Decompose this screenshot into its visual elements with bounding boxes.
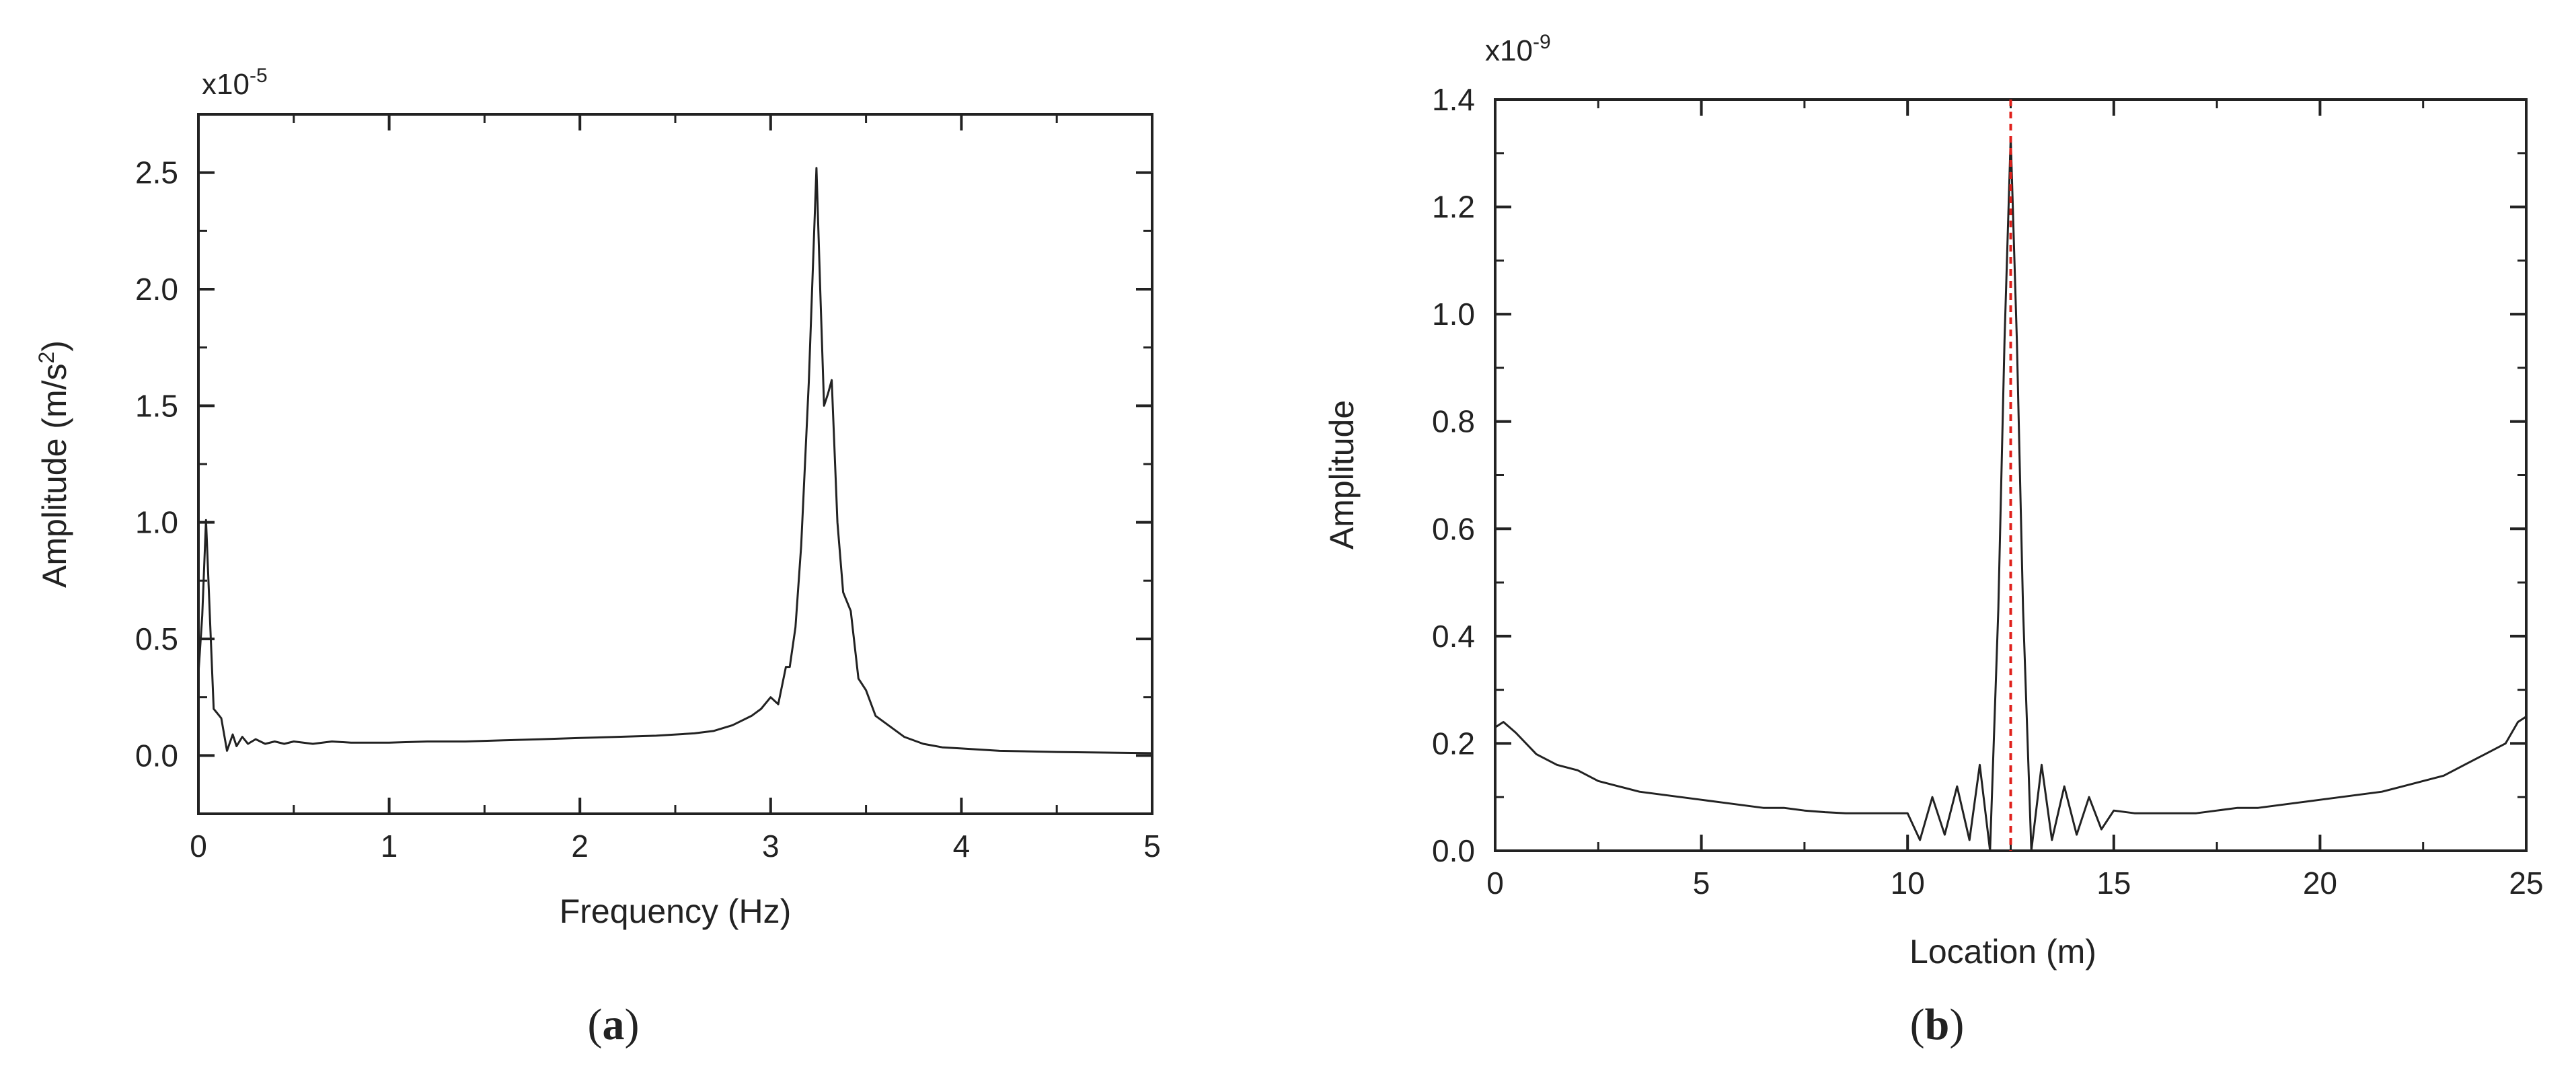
x-tick-label: 0 bbox=[1486, 866, 1504, 901]
y-tick-label: 0.0 bbox=[135, 738, 178, 773]
y-tick-label: 2.5 bbox=[135, 155, 178, 190]
exponent-label-a: x10-5 bbox=[202, 65, 268, 101]
chart-panel-a: 0.0 0.5 1.0 1.5 2.0 2.5 0 1 2 3 4 5 x10-5 Amplitud… bbox=[34, 65, 1161, 1049]
x-tick-label: 20 bbox=[2303, 866, 2337, 901]
y-tick-label: 1.4 bbox=[1432, 82, 1475, 117]
x-tick-label: 4 bbox=[953, 829, 971, 864]
y-tick-label: 1.0 bbox=[135, 505, 178, 540]
x-tick-label: 10 bbox=[1891, 866, 1925, 901]
x-tick-label: 0 bbox=[190, 829, 207, 864]
y-tick-label: 2.0 bbox=[135, 272, 178, 307]
panel-label-a: (a) bbox=[588, 1000, 640, 1049]
x-tick-label: 5 bbox=[1693, 866, 1710, 901]
y-tick-label: 0.6 bbox=[1432, 511, 1475, 546]
x-tick-labels-a: 0 1 2 3 4 5 bbox=[190, 829, 1161, 864]
x-tick-label: 15 bbox=[2096, 866, 2131, 901]
y-tick-label: 1.2 bbox=[1432, 190, 1475, 225]
chart-panel-b: 0.0 0.2 0.4 0.6 0.8 1.0 1.2 1.4 0 5 10 15 20 25 x10-… bbox=[1323, 31, 2544, 1049]
y-tick-label: 0.8 bbox=[1432, 404, 1475, 439]
y-tick-label: 0.2 bbox=[1432, 726, 1475, 761]
y-tick-label: 0.0 bbox=[1432, 833, 1475, 868]
tick-marks-a bbox=[197, 114, 1153, 814]
y-axis-title-a: Amplitude (m/s2) bbox=[34, 340, 73, 588]
y-tick-label: 0.5 bbox=[135, 621, 178, 656]
x-tick-label: 5 bbox=[1143, 829, 1161, 864]
exponent-label-b: x10-9 bbox=[1485, 31, 1551, 67]
x-tick-label: 1 bbox=[381, 829, 398, 864]
y-axis-title-b: Amplitude bbox=[1323, 400, 1361, 549]
x-tick-labels-b: 0 5 10 15 20 25 bbox=[1486, 866, 2543, 901]
x-axis-title-a: Frequency (Hz) bbox=[560, 892, 792, 930]
tick-marks-b bbox=[1494, 98, 2528, 852]
y-tick-labels-b: 0.0 0.2 0.4 0.6 0.8 1.0 1.2 1.4 bbox=[1432, 82, 1475, 868]
y-tick-labels-a: 0.0 0.5 1.0 1.5 2.0 2.5 bbox=[135, 155, 178, 773]
data-line-a bbox=[197, 167, 1153, 755]
y-tick-label: 0.4 bbox=[1432, 619, 1475, 654]
x-tick-label: 25 bbox=[2509, 866, 2543, 901]
plot-frame-a bbox=[197, 113, 1153, 815]
y-tick-label: 1.0 bbox=[1432, 297, 1475, 332]
series-line bbox=[197, 167, 1153, 755]
panel-label-b: (b) bbox=[1910, 1000, 1965, 1049]
x-axis-title-b: Location (m) bbox=[1909, 933, 2096, 970]
x-tick-label: 2 bbox=[571, 829, 589, 864]
x-tick-label: 3 bbox=[762, 829, 780, 864]
y-tick-label: 1.5 bbox=[135, 388, 178, 423]
